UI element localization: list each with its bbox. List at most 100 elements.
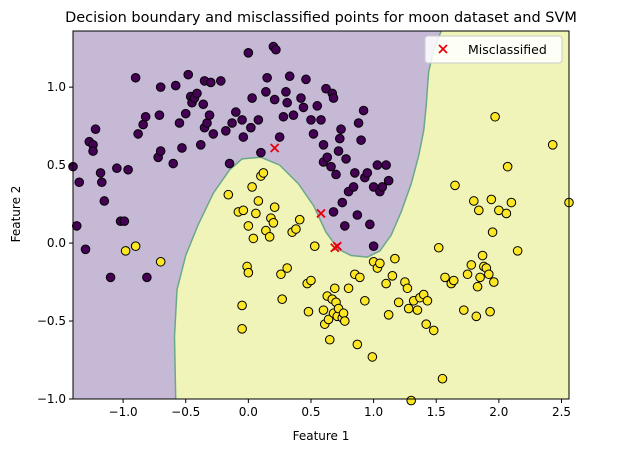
class0-point bbox=[238, 132, 249, 142]
class0-point bbox=[180, 108, 191, 119]
class1-point bbox=[433, 242, 444, 253]
class1-point bbox=[291, 224, 301, 234]
class1-point bbox=[130, 241, 141, 251]
class1-point bbox=[437, 373, 448, 384]
class0-point bbox=[339, 221, 350, 231]
class1-point bbox=[329, 283, 340, 294]
x-tick-label: −0.5 bbox=[171, 405, 200, 419]
class0-point bbox=[99, 196, 110, 206]
class1-point bbox=[484, 269, 494, 280]
class1-point bbox=[490, 111, 500, 122]
class1-point bbox=[440, 272, 450, 283]
class0-point bbox=[316, 115, 326, 125]
class0-point bbox=[155, 146, 166, 156]
class0-point bbox=[112, 163, 122, 174]
class1-point bbox=[355, 272, 365, 283]
class1-point bbox=[276, 269, 286, 280]
class0-point bbox=[298, 102, 309, 113]
class1-point bbox=[338, 308, 349, 319]
class1-point bbox=[360, 295, 370, 306]
x-axis: −1.0 −0.5 0.0 0.5 1.0 1.5 2.0 2.5 bbox=[109, 399, 571, 419]
class0-point bbox=[326, 161, 336, 172]
class1-point bbox=[486, 194, 497, 205]
class0-point bbox=[168, 158, 179, 169]
class1-point bbox=[390, 253, 400, 264]
class0-point bbox=[253, 115, 264, 125]
class0-point bbox=[296, 93, 306, 103]
class1-point bbox=[387, 271, 398, 281]
legend: Misclassified bbox=[424, 35, 563, 64]
class0-point bbox=[215, 76, 226, 86]
x-tick-label: −1.0 bbox=[109, 405, 138, 419]
class1-point bbox=[506, 197, 517, 208]
class1-point bbox=[375, 258, 385, 269]
class0-point bbox=[352, 210, 363, 220]
class1-point bbox=[237, 324, 247, 334]
class0-point bbox=[271, 44, 281, 55]
class0-point bbox=[333, 146, 344, 156]
class1-point bbox=[485, 306, 495, 317]
class0-point bbox=[269, 94, 280, 105]
class1-point bbox=[339, 316, 350, 326]
class1-point bbox=[462, 269, 473, 280]
class0-point bbox=[204, 110, 215, 121]
class1-point bbox=[489, 277, 499, 287]
class0-point bbox=[306, 115, 316, 125]
y-tick-label: 0.5 bbox=[47, 158, 66, 172]
class0-point bbox=[71, 221, 82, 231]
class1-point bbox=[381, 278, 391, 289]
class0-point bbox=[288, 110, 299, 121]
class1-point bbox=[318, 305, 329, 315]
class1-point bbox=[248, 233, 259, 244]
class1-point bbox=[223, 189, 234, 200]
class0-point bbox=[198, 99, 209, 110]
class0-point bbox=[208, 129, 219, 139]
plot-area bbox=[68, 30, 574, 406]
class1-point bbox=[402, 283, 413, 294]
legend-box bbox=[424, 35, 563, 64]
class0-point bbox=[365, 219, 375, 230]
class0-point bbox=[381, 160, 391, 170]
class0-point bbox=[119, 216, 130, 227]
decision-boundary-line bbox=[173, 30, 442, 400]
y-tick-label: 0.0 bbox=[47, 236, 66, 250]
class0-point bbox=[377, 182, 388, 192]
class1-point bbox=[466, 260, 477, 270]
class0-point bbox=[90, 124, 101, 135]
class1-point bbox=[264, 232, 275, 242]
class0-point bbox=[334, 133, 345, 144]
class1-point bbox=[422, 295, 433, 306]
class1-point bbox=[251, 208, 261, 219]
class0-point bbox=[362, 168, 373, 178]
plot-frame bbox=[72, 30, 570, 400]
class0-point bbox=[227, 118, 237, 128]
class0-point bbox=[350, 168, 360, 178]
class0-point bbox=[358, 105, 369, 116]
class0-point bbox=[337, 197, 348, 208]
class0-point bbox=[174, 118, 185, 128]
class0-point bbox=[341, 154, 351, 164]
class1-point bbox=[268, 217, 279, 228]
class1-point bbox=[324, 334, 335, 345]
class0-point bbox=[328, 207, 339, 217]
class0-point bbox=[284, 71, 295, 82]
class0-point bbox=[154, 110, 165, 121]
class0-point bbox=[318, 140, 329, 150]
class0-point bbox=[348, 182, 359, 192]
class1-point bbox=[120, 246, 131, 256]
class1-point bbox=[428, 325, 439, 336]
class0-point bbox=[130, 72, 141, 83]
class0-point bbox=[88, 146, 98, 156]
legend-misclassified-marker bbox=[438, 44, 448, 54]
class1-point bbox=[258, 168, 269, 178]
class0-point bbox=[321, 83, 331, 94]
misclassified-layer bbox=[270, 143, 342, 253]
class1-point bbox=[269, 202, 280, 213]
class0-point bbox=[140, 111, 151, 122]
class0-point bbox=[246, 122, 256, 133]
class1-point bbox=[475, 272, 485, 283]
class0-point bbox=[328, 93, 339, 103]
x-tick-label: 0.5 bbox=[301, 405, 320, 419]
x-tick-label: 2.5 bbox=[552, 405, 571, 419]
misclassified-marker bbox=[270, 143, 280, 153]
